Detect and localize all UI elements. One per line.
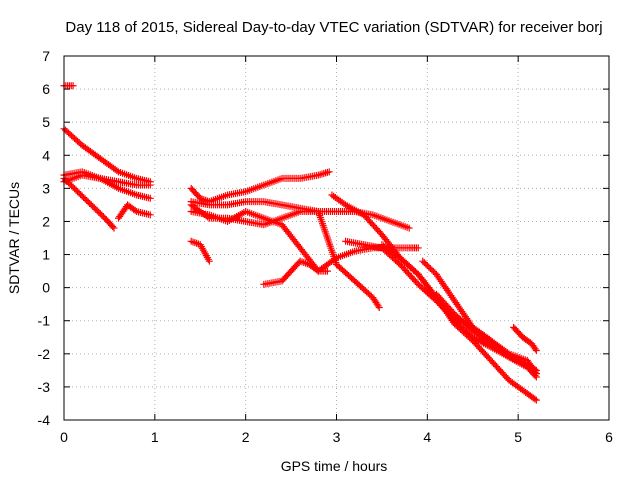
- series-arc-1: [60, 82, 77, 90]
- data-point: [110, 224, 118, 232]
- data-point: [531, 369, 539, 377]
- data-point: [323, 267, 331, 275]
- data-point: [422, 260, 430, 268]
- data-point: [420, 259, 428, 267]
- data-point: [75, 189, 83, 197]
- data-point: [65, 179, 73, 187]
- data-point: [375, 303, 383, 311]
- data-point: [374, 302, 382, 310]
- data-point: [71, 185, 79, 193]
- data-point: [93, 207, 101, 215]
- x-tick-label: 5: [514, 429, 522, 445]
- y-tick-label: 2: [42, 213, 50, 229]
- chart-title: Day 118 of 2015, Sidereal Day-to-day VTE…: [65, 19, 602, 36]
- data-point: [81, 195, 89, 203]
- data-point: [92, 205, 100, 213]
- data-point: [83, 196, 91, 204]
- series-arc-18: [510, 323, 540, 355]
- data-point: [86, 199, 94, 207]
- x-tick-label: 3: [333, 429, 341, 445]
- data-point: [72, 186, 80, 194]
- series-arc-2: [60, 125, 154, 186]
- data-point: [96, 210, 104, 218]
- data-point: [429, 267, 437, 275]
- data-point: [95, 208, 103, 216]
- data-point: [74, 188, 82, 196]
- series-arc-11: [187, 237, 213, 265]
- x-tick-label: 6: [605, 429, 613, 445]
- y-tick-label: 3: [42, 180, 50, 196]
- data-point: [90, 204, 98, 212]
- y-tick-label: 6: [42, 81, 50, 97]
- data-point: [425, 263, 433, 271]
- data-point: [423, 262, 431, 270]
- axis-ticks: 0 1 2 3 4 5 6 -4 -3 -2 -1 0 1 2 3 4 5 6 7: [38, 48, 614, 445]
- y-tick-label: -2: [38, 346, 51, 362]
- data-point: [69, 183, 77, 191]
- data-point: [428, 266, 436, 274]
- data-point: [66, 180, 74, 188]
- data-point: [532, 347, 540, 355]
- y-tick-label: 4: [42, 147, 50, 163]
- series-arc-6: [115, 201, 154, 222]
- series-arc-5: [60, 174, 118, 232]
- data-point: [146, 181, 154, 189]
- data-point: [62, 176, 70, 184]
- data-point: [87, 201, 95, 209]
- series-arc-4: [60, 171, 154, 202]
- data-point: [340, 200, 348, 208]
- data-point: [98, 211, 106, 219]
- x-tick-label: 2: [242, 429, 250, 445]
- data-point: [313, 266, 321, 274]
- data-point: [532, 396, 540, 404]
- data-point: [426, 265, 434, 273]
- data-point: [109, 223, 117, 231]
- data-point: [204, 213, 212, 221]
- data-point: [89, 202, 97, 210]
- x-tick-label: 0: [60, 429, 68, 445]
- data-point: [77, 191, 85, 199]
- series-arc-17: [432, 290, 540, 378]
- y-tick-label: 1: [42, 247, 50, 263]
- x-tick-label: 1: [151, 429, 159, 445]
- y-tick-label: 5: [42, 114, 50, 130]
- data-points: [60, 82, 540, 404]
- y-tick-label: 0: [42, 280, 50, 296]
- data-point: [68, 182, 76, 190]
- series-arc-10: [187, 201, 383, 311]
- y-tick-label: -4: [38, 412, 51, 428]
- data-point: [80, 194, 88, 202]
- data-point: [131, 206, 139, 214]
- data-point: [113, 167, 121, 175]
- y-axis-label: SDTVAR / TECUs: [6, 182, 22, 294]
- data-point: [325, 168, 333, 176]
- data-point: [63, 177, 71, 185]
- series-arc-12: [260, 257, 331, 288]
- data-point: [405, 224, 413, 232]
- data-point: [146, 194, 154, 202]
- data-point: [205, 257, 213, 265]
- series-arc-15: [378, 241, 540, 404]
- data-point: [146, 211, 154, 219]
- x-tick-label: 4: [423, 429, 431, 445]
- data-point: [419, 257, 427, 265]
- y-tick-label: -3: [38, 379, 51, 395]
- data-point: [531, 395, 539, 403]
- data-point: [78, 192, 86, 200]
- data-point: [531, 345, 539, 353]
- y-tick-label: -1: [38, 313, 51, 329]
- x-axis-label: GPS time / hours: [281, 458, 388, 474]
- data-point: [414, 244, 422, 252]
- data-point: [69, 82, 77, 90]
- y-tick-label: 7: [42, 48, 50, 64]
- data-point: [532, 370, 540, 378]
- data-point: [84, 198, 92, 206]
